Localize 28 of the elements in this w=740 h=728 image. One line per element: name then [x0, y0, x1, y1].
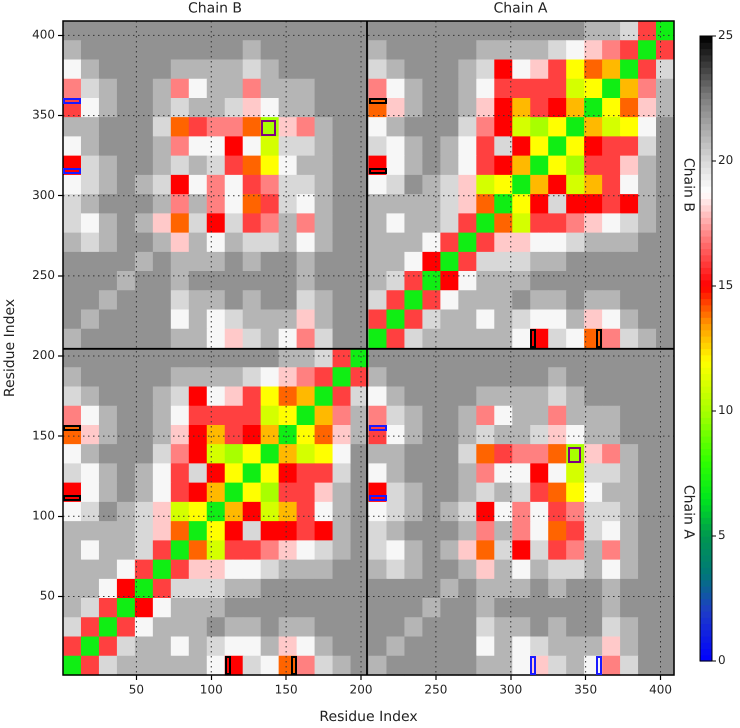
color-bar-label: 0 [718, 653, 726, 668]
y-tick-label: 300 [32, 188, 55, 202]
x-tick-label: 50 [128, 682, 144, 696]
x-tick-label: 100 [200, 682, 223, 696]
x-tick-label: 250 [424, 682, 448, 696]
y-tick-label: 100 [32, 508, 55, 522]
x-tick-label: 200 [350, 682, 372, 696]
y-tick-label: 200 [32, 348, 55, 362]
x-axis-title: Residue Index [319, 709, 418, 726]
color-bar-label: 15 [718, 278, 734, 292]
y-tick-label: 350 [32, 108, 55, 122]
y-tick-label: 150 [32, 428, 55, 442]
y-tick-label: 400 [32, 28, 55, 42]
x-tick-label: 300 [499, 682, 522, 696]
text: Chain B [680, 158, 696, 212]
y-tick-label: 50 [40, 588, 55, 603]
color-bar-label: 20 [718, 153, 734, 168]
y-tick-label: 250 [32, 268, 55, 282]
x-tick-label: 400 [649, 682, 672, 696]
color-bar-label: 10 [718, 403, 734, 418]
x-tick-label: 350 [574, 682, 598, 696]
color-bar-label: 5 [718, 528, 726, 542]
y-axis-title: Residue Index [2, 298, 18, 398]
text: Chain B [188, 0, 242, 17]
color-bar-label: 25 [718, 28, 734, 42]
text: Chain A [493, 0, 548, 17]
x-tick-label: 150 [274, 682, 298, 696]
text: Chain A [680, 484, 696, 540]
